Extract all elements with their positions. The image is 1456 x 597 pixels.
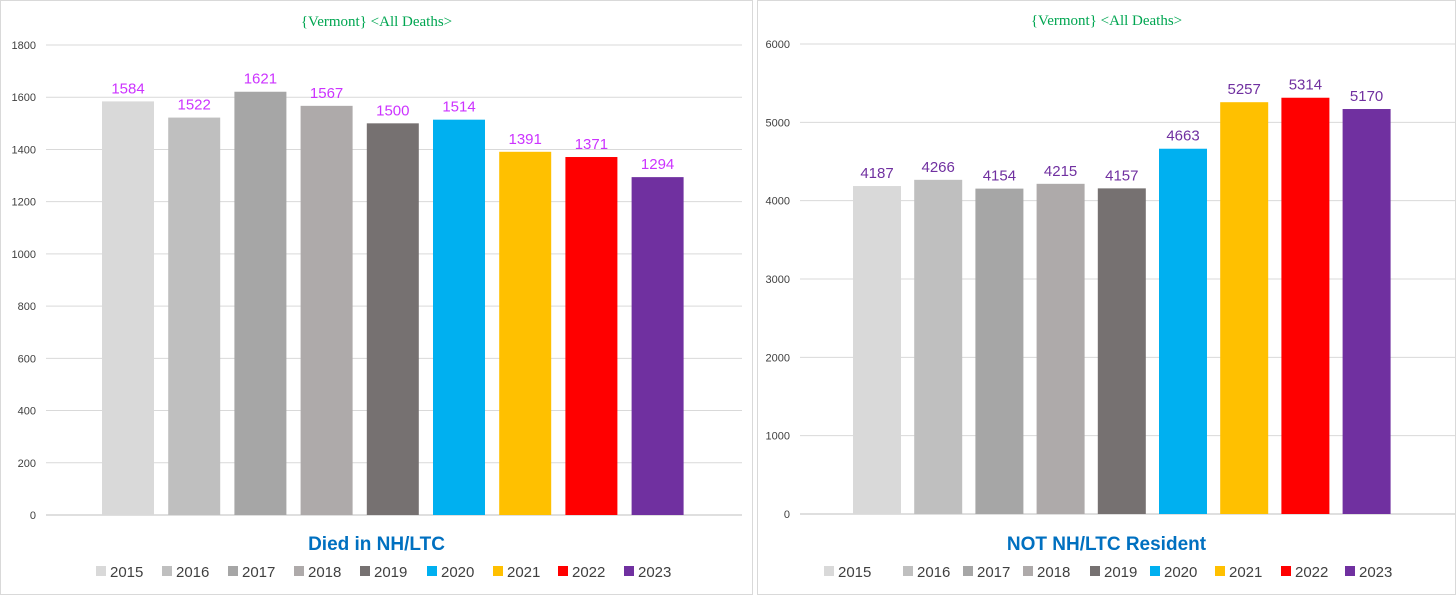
bar-2018 bbox=[300, 105, 353, 515]
data-label-2015: 4187 bbox=[860, 165, 893, 182]
y-tick-label: 200 bbox=[18, 458, 36, 470]
legend-label-2021: 2021 bbox=[507, 564, 540, 581]
y-tick-label: 1600 bbox=[12, 92, 36, 104]
bar-2020 bbox=[1159, 148, 1207, 514]
x-axis-title: NOT NH/LTC Resident bbox=[1007, 534, 1207, 555]
legend-label-2019: 2019 bbox=[374, 564, 407, 581]
legend-swatch-2019 bbox=[360, 566, 370, 576]
legend-swatch-2020 bbox=[427, 566, 437, 576]
y-tick-label: 400 bbox=[18, 406, 36, 418]
data-label-2019: 1500 bbox=[376, 102, 409, 119]
legend-swatch-2015 bbox=[824, 566, 834, 576]
data-label-2020: 4663 bbox=[1166, 128, 1199, 145]
y-tick-label: 6000 bbox=[766, 39, 790, 51]
chart-title: {Vermont} <All Deaths> bbox=[301, 14, 452, 30]
data-label-2023: 5170 bbox=[1350, 88, 1383, 105]
legend-label-2020: 2020 bbox=[441, 564, 474, 581]
data-label-2015: 1584 bbox=[111, 80, 144, 97]
bar-2016 bbox=[168, 117, 221, 515]
chart-died-in-nh-ltc: {Vermont} <All Deaths> 0 200 400 600 800 1000 1… bbox=[12, 14, 742, 581]
bar-2022 bbox=[1281, 97, 1330, 514]
legend-swatch-2018 bbox=[1023, 566, 1033, 576]
legend-label-2018: 2018 bbox=[308, 564, 341, 581]
legend-label-2023: 2023 bbox=[1359, 564, 1392, 581]
legend-swatch-2019 bbox=[1090, 566, 1100, 576]
legend-label-2018: 2018 bbox=[1037, 564, 1070, 581]
data-label-2018: 4215 bbox=[1044, 163, 1077, 180]
data-label-2022: 1371 bbox=[575, 136, 608, 153]
legend-label-2019: 2019 bbox=[1104, 564, 1137, 581]
y-tick-label: 0 bbox=[784, 509, 790, 521]
data-label-2021: 5257 bbox=[1228, 81, 1261, 98]
legend-swatch-2023 bbox=[1345, 566, 1355, 576]
chart-panel-left: {Vermont} <All Deaths> 0 200 400 600 800 1000 1… bbox=[0, 0, 753, 595]
data-label-2022: 5314 bbox=[1289, 77, 1322, 94]
data-label-2018: 1567 bbox=[310, 85, 343, 102]
data-label-2016: 1522 bbox=[178, 97, 211, 114]
legend-swatch-2016 bbox=[162, 566, 172, 576]
chart-panel-right: {Vermont} <All Deaths> 0 1000 2000 3000 4000 5… bbox=[757, 0, 1456, 595]
legend-swatch-2017 bbox=[228, 566, 238, 576]
y-tick-label: 1000 bbox=[12, 249, 36, 261]
bar-2018 bbox=[1036, 183, 1085, 514]
y-tick-label: 1200 bbox=[12, 197, 36, 209]
bar-2016 bbox=[914, 179, 963, 514]
bar-2021 bbox=[499, 151, 552, 516]
legend-swatch-2018 bbox=[294, 566, 304, 576]
data-label-2016: 4266 bbox=[922, 159, 955, 176]
y-tick-label: 3000 bbox=[766, 274, 790, 286]
legend-label-2017: 2017 bbox=[242, 564, 275, 581]
chart-not-nh-ltc-resident: {Vermont} <All Deaths> 0 1000 2000 3000 4000 5… bbox=[766, 13, 1455, 581]
x-axis-title: Died in NH/LTC bbox=[308, 534, 445, 555]
y-tick-label: 2000 bbox=[766, 352, 790, 364]
chart-title: {Vermont} <All Deaths> bbox=[1031, 13, 1182, 29]
legend-label-2022: 2022 bbox=[1295, 564, 1328, 581]
bar-2015 bbox=[102, 101, 154, 516]
data-label-2017: 1621 bbox=[244, 71, 277, 88]
bar-2023 bbox=[1342, 109, 1391, 515]
bar-2017 bbox=[234, 91, 287, 515]
bar-2019 bbox=[366, 123, 419, 515]
legend-swatch-2022 bbox=[558, 566, 568, 576]
legend-swatch-2021 bbox=[1215, 566, 1225, 576]
y-tick-label: 0 bbox=[30, 510, 36, 522]
bar-2015 bbox=[853, 186, 901, 515]
y-tick-label: 600 bbox=[18, 353, 36, 365]
legend-label-2017: 2017 bbox=[977, 564, 1010, 581]
legend-label-2015: 2015 bbox=[838, 564, 871, 581]
legend-swatch-2017 bbox=[963, 566, 973, 576]
legend-label-2021: 2021 bbox=[1229, 564, 1262, 581]
bar-2023 bbox=[631, 177, 684, 515]
bar-2017 bbox=[975, 188, 1024, 514]
legend-label-2016: 2016 bbox=[176, 564, 209, 581]
legend-swatch-2020 bbox=[1150, 566, 1160, 576]
legend-label-2023: 2023 bbox=[638, 564, 671, 581]
y-tick-label: 1000 bbox=[766, 431, 790, 443]
legend-swatch-2023 bbox=[624, 566, 634, 576]
legend-swatch-2022 bbox=[1281, 566, 1291, 576]
bar-2022 bbox=[565, 157, 618, 515]
legend-swatch-2015 bbox=[96, 566, 106, 576]
y-tick-label: 5000 bbox=[766, 117, 790, 129]
data-label-2017: 4154 bbox=[983, 168, 1016, 185]
legend-label-2022: 2022 bbox=[572, 564, 605, 581]
y-tick-label: 4000 bbox=[766, 196, 790, 208]
data-label-2019: 4157 bbox=[1105, 167, 1138, 184]
y-tick-label: 1400 bbox=[12, 144, 36, 156]
y-tick-label: 800 bbox=[18, 301, 36, 313]
legend-label-2016: 2016 bbox=[917, 564, 950, 581]
legend-swatch-2021 bbox=[493, 566, 503, 576]
legend-label-2020: 2020 bbox=[1164, 564, 1197, 581]
legend-label-2015: 2015 bbox=[110, 564, 143, 581]
data-label-2020: 1514 bbox=[442, 99, 475, 116]
y-tick-label: 1800 bbox=[12, 40, 36, 52]
bar-2019 bbox=[1097, 188, 1146, 514]
bar-2020 bbox=[433, 119, 485, 515]
bar-2021 bbox=[1220, 102, 1269, 515]
data-label-2021: 1391 bbox=[509, 131, 542, 148]
data-label-2023: 1294 bbox=[641, 156, 674, 173]
legend-swatch-2016 bbox=[903, 566, 913, 576]
